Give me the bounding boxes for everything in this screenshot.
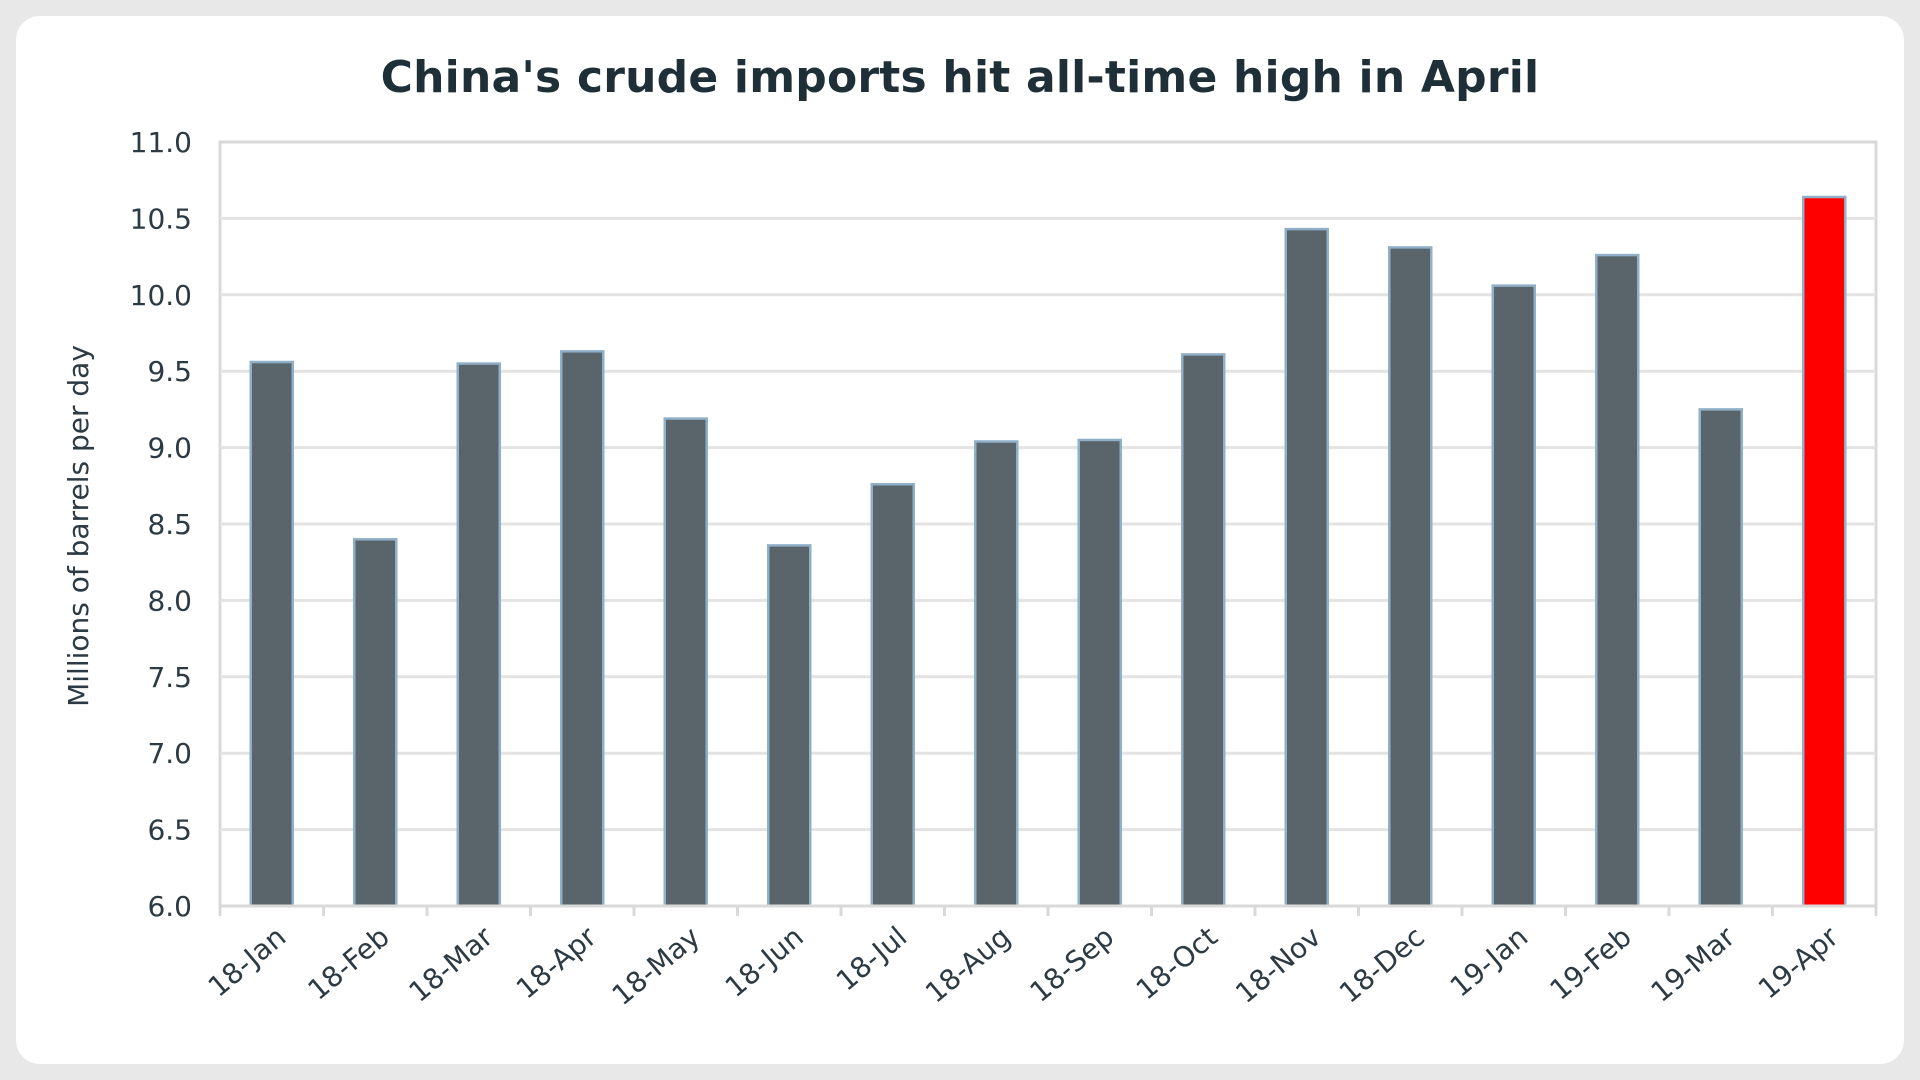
bar (249, 360, 294, 908)
bar (870, 483, 915, 908)
y-axis-title: Millions of barrels per day (62, 345, 95, 707)
x-tick-label: 18-Jun (719, 920, 810, 1004)
labels: 6.0 6.5 7.0 7.5 8.0 8.5 9.0 9.5 10.0 10.5 11.0 18-J… (62, 126, 1845, 1012)
x-tick-label: 18-May (606, 920, 707, 1012)
x-tick-label: 18-Mar (403, 920, 500, 1009)
bar (1491, 284, 1536, 908)
x-tick-label: 18-Dec (1333, 920, 1431, 1010)
x-tick-label: 18-Sep (1024, 920, 1121, 1009)
y-tick-label: 9.0 (147, 432, 192, 465)
y-tick-label: 7.5 (147, 661, 192, 694)
y-tick-label: 8.0 (147, 584, 192, 617)
bar (456, 362, 501, 908)
bar (1698, 408, 1743, 908)
y-tick-label: 11.0 (130, 126, 192, 159)
bar-chart: 6.0 6.5 7.0 7.5 8.0 8.5 9.0 9.5 10.0 10.5 11.0 18-J… (62, 126, 1878, 1012)
x-tick-label: 18-Oct (1130, 920, 1224, 1006)
x-tick-label: 18-Jan (202, 920, 293, 1003)
bar (1388, 246, 1433, 908)
y-tick-label: 10.5 (130, 202, 192, 235)
bar (353, 538, 398, 908)
y-tick-label: 10.0 (130, 279, 192, 312)
bar (560, 350, 605, 908)
x-tick-label: 19-Jan (1444, 920, 1535, 1003)
y-tick-label: 6.0 (147, 890, 192, 923)
x-tick-label: 19-Apr (1752, 920, 1845, 1006)
chart-title: China's crude imports hit all-time high … (380, 52, 1540, 103)
bar (767, 544, 812, 908)
bars (249, 195, 1847, 908)
x-tick-label: 18-Feb (302, 920, 396, 1007)
y-tick-label: 8.5 (147, 508, 192, 541)
x-tick-label: 19-Feb (1544, 920, 1638, 1007)
x-tick-label: 18-Aug (919, 920, 1017, 1009)
axes (218, 904, 1878, 916)
x-tick-label: 18-Apr (510, 920, 603, 1006)
x-tick-label: 18-Nov (1229, 920, 1327, 1010)
x-tick-label: 18-Jul (830, 920, 913, 997)
y-tick-label: 9.5 (147, 355, 192, 388)
bar (974, 440, 1019, 908)
bar (1595, 253, 1640, 908)
chart-card: China's crude imports hit all-time high … (16, 16, 1904, 1064)
y-tick-label: 6.5 (147, 814, 192, 847)
y-tick-label: 7.0 (147, 737, 192, 770)
bar (663, 417, 708, 908)
x-tick-label: 19-Mar (1645, 920, 1742, 1009)
bar-highlight (1802, 195, 1847, 908)
bar (1284, 227, 1329, 908)
bar (1077, 438, 1122, 908)
bar (1181, 353, 1226, 908)
